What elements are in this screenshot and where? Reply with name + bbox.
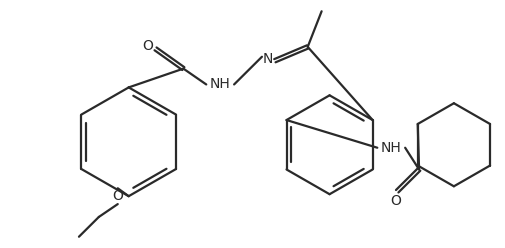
Text: NH: NH [210,77,230,92]
Text: O: O [389,194,400,208]
Text: NH: NH [380,141,401,155]
Text: O: O [142,39,153,53]
Text: N: N [262,52,273,66]
Text: O: O [112,189,123,203]
